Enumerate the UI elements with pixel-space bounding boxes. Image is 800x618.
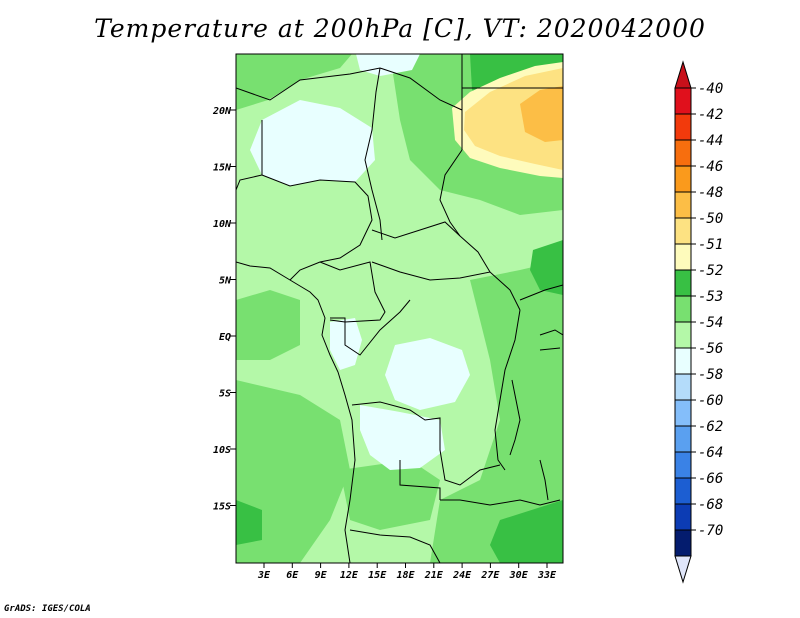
colorbar-label: -52 bbox=[698, 263, 723, 279]
latitude-axis: 20N 15N 10N 5N EQ 5S 10S 15S bbox=[212, 106, 236, 513]
field-lightest-west bbox=[330, 318, 362, 370]
colorbar-swatch bbox=[674, 139, 692, 167]
colorbar-label: -50 bbox=[698, 211, 723, 227]
lon-tick-label: 18E bbox=[396, 570, 415, 581]
colorbar-top-arrow bbox=[674, 60, 692, 89]
colorbar-swatch bbox=[674, 295, 692, 323]
grads-credit: GrADS: IGES/COLA bbox=[4, 604, 91, 614]
field-mid-green-west bbox=[236, 290, 300, 360]
field-mid-green-south bbox=[340, 460, 440, 530]
border-lake-tanganyika bbox=[509, 379, 521, 456]
colorbar-swatch bbox=[674, 451, 692, 479]
border-lake-victoria bbox=[539, 329, 563, 351]
border-chad-west bbox=[364, 67, 383, 241]
border-nigeria bbox=[261, 174, 373, 281]
lat-tick-label: 20N bbox=[212, 106, 232, 117]
colorbar-label: -62 bbox=[698, 419, 723, 435]
field-dark-green-se bbox=[490, 500, 563, 563]
colorbar-swatch bbox=[674, 425, 692, 453]
lat-tick-label: EQ bbox=[219, 332, 231, 343]
lon-tick-label: 27E bbox=[480, 570, 500, 581]
lon-tick-label: 30E bbox=[509, 570, 529, 581]
colorbar-label: -40 bbox=[698, 81, 723, 97]
colorbar-swatch bbox=[674, 477, 692, 505]
colorbar-label: -54 bbox=[698, 315, 723, 331]
colorbar-label: -60 bbox=[698, 393, 723, 409]
colorbar-swatch bbox=[674, 165, 692, 193]
colorbar-label: -53 bbox=[698, 289, 723, 305]
lat-tick-label: 15S bbox=[213, 502, 231, 513]
lon-tick-label: 15E bbox=[368, 570, 387, 581]
longitude-axis: 3E 6E 9E 12E 15E 18E 21E 24E 27E 30E 33E bbox=[257, 563, 557, 581]
colorbar-label: -66 bbox=[698, 471, 723, 487]
field-mid-green-north bbox=[236, 54, 352, 110]
colorbar-swatch bbox=[674, 373, 692, 401]
lat-tick-label: 10S bbox=[213, 445, 231, 456]
colorbar-swatch bbox=[674, 113, 692, 141]
border-chad-car bbox=[371, 221, 491, 273]
colorbar-swatch bbox=[674, 503, 692, 531]
border-south-1 bbox=[349, 529, 441, 563]
colorbar-swatch bbox=[674, 243, 692, 271]
border-gabon-congo bbox=[330, 299, 411, 356]
colorbar-label: -58 bbox=[698, 367, 723, 383]
field-dark-green-east bbox=[530, 240, 563, 295]
colorbar: -40 -42 -44 -46 -48 -50 -51 -52 -53 -54 -56 -58 -60 -… bbox=[674, 60, 723, 584]
colorbar-label: -70 bbox=[698, 523, 723, 539]
border-car-south bbox=[371, 261, 521, 311]
lon-tick-label: 12E bbox=[340, 570, 359, 581]
lon-tick-label: 3E bbox=[257, 570, 271, 581]
colorbar-swatch bbox=[674, 269, 692, 297]
border-lake-malawi bbox=[539, 459, 549, 501]
field-mid-green-east bbox=[430, 260, 563, 563]
border-east-africa bbox=[519, 284, 563, 301]
colorbar-swatch bbox=[674, 217, 692, 245]
field-dark-green-sw bbox=[236, 500, 262, 545]
lat-tick-label: 10N bbox=[213, 219, 232, 230]
colorbar-swatch bbox=[674, 529, 692, 557]
field-lightest-south bbox=[360, 405, 445, 470]
lat-tick-label: 5S bbox=[219, 389, 231, 400]
field-lightest-sahara bbox=[250, 100, 375, 186]
lat-tick-label: 5N bbox=[219, 276, 232, 287]
lon-tick-label: 9E bbox=[315, 570, 328, 581]
border-drc-east bbox=[494, 309, 521, 471]
colorbar-label: -64 bbox=[698, 445, 723, 461]
colorbar-swatch bbox=[674, 191, 692, 219]
lat-tick-label: 15N bbox=[213, 163, 232, 174]
colorbar-label: -42 bbox=[698, 107, 723, 123]
map-frame bbox=[235, 53, 564, 564]
border-cameroon bbox=[319, 261, 386, 323]
lon-tick-label: 33E bbox=[537, 570, 557, 581]
colorbar-swatch bbox=[674, 87, 692, 115]
lon-tick-label: 21E bbox=[424, 570, 444, 581]
border-angola-zambia bbox=[399, 460, 441, 500]
border-niger-mali bbox=[236, 120, 263, 191]
field-lightest-top bbox=[356, 54, 420, 76]
border-coast-west bbox=[236, 261, 356, 563]
lon-tick-label: 6E bbox=[286, 570, 299, 581]
colorbar-swatch bbox=[674, 347, 692, 375]
field-mid-green-south-west bbox=[236, 380, 350, 563]
colorbar-label: -56 bbox=[698, 341, 723, 357]
field-orange-yellow bbox=[520, 86, 563, 142]
colorbar-label: -46 bbox=[698, 159, 723, 175]
colorbar-swatch bbox=[674, 321, 692, 349]
border-zambia-south bbox=[440, 499, 561, 506]
field-lightest-congo bbox=[385, 338, 470, 410]
country-borders bbox=[236, 54, 563, 563]
colorbar-label: -51 bbox=[698, 237, 723, 253]
chart-title: Temperature at 200hPa [C], VT: 202004200… bbox=[94, 14, 706, 43]
colorbar-swatch bbox=[674, 399, 692, 427]
colorbar-bottom-arrow bbox=[674, 555, 692, 584]
temperature-field bbox=[236, 54, 563, 563]
colorbar-label: -44 bbox=[698, 133, 723, 149]
border-sudan bbox=[439, 149, 463, 237]
lon-tick-label: 24E bbox=[452, 570, 472, 581]
colorbar-label: -48 bbox=[698, 185, 723, 201]
colorbar-label: -68 bbox=[698, 497, 723, 513]
border-drc-south bbox=[351, 401, 501, 486]
